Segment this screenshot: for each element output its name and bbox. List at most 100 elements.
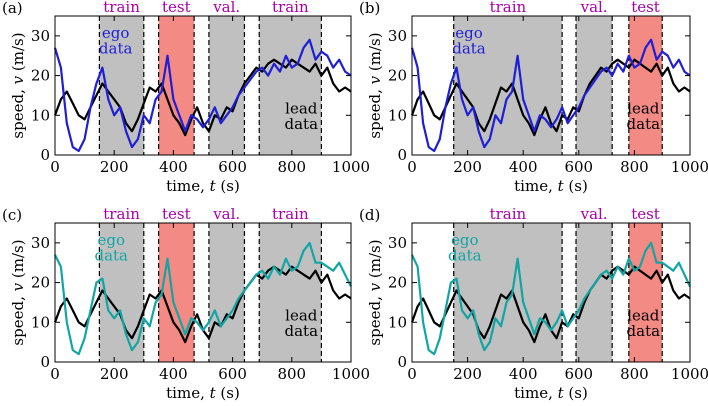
- x-tick-label: 600: [218, 158, 247, 176]
- x-tick-label: 200: [100, 365, 129, 383]
- region-band-train: [99, 223, 144, 362]
- region-band-val: [208, 16, 245, 155]
- y-tick-label: 30: [388, 234, 407, 252]
- region-band-test: [628, 16, 663, 155]
- y-tick-label: 0: [40, 146, 50, 164]
- x-tick-label: 800: [277, 365, 306, 383]
- y-tick-label: 20: [31, 67, 50, 85]
- region-label-train: train: [103, 0, 140, 16]
- panel-label: (d): [359, 206, 380, 224]
- x-tick-label: 200: [100, 158, 129, 176]
- ego-speed-line: [411, 241, 691, 356]
- lead-data-annotation: lead: [627, 306, 660, 324]
- region-label-train: train: [490, 0, 527, 16]
- x-tick-label: 0: [407, 158, 417, 176]
- ego-data-annotation: data: [99, 40, 133, 58]
- x-axis-title: time, t (s): [166, 384, 240, 402]
- region-band-test: [158, 223, 195, 362]
- x-axis-title: time, t (s): [514, 384, 588, 402]
- region-band-train: [259, 16, 322, 155]
- region-band-train: [453, 223, 563, 362]
- lead-data-annotation: data: [285, 115, 319, 133]
- x-axis-title: time, t (s): [514, 177, 588, 195]
- x-tick-label: 800: [620, 365, 649, 383]
- x-tick-label: 0: [50, 365, 60, 383]
- x-tick-label: 1000: [671, 365, 708, 383]
- region-label-test: test: [631, 205, 660, 223]
- y-axis-title: speed, v (m/s): [366, 239, 384, 345]
- lead-data-annotation: lead: [627, 99, 660, 117]
- lead-data-annotation: data: [285, 322, 319, 340]
- lead-data-annotation: lead: [285, 99, 318, 117]
- ego-data-annotation: data: [452, 40, 486, 58]
- plot-frame: [54, 15, 352, 156]
- ego-data-annotation: ego: [102, 24, 130, 42]
- lead-speed-line: [410, 58, 691, 137]
- region-band-test: [158, 16, 195, 155]
- x-tick-label: 1000: [332, 365, 370, 383]
- region-label-train: train: [103, 205, 140, 223]
- region-band-val: [576, 16, 613, 155]
- ego-speed-line: [54, 241, 352, 356]
- x-tick-label: 400: [159, 158, 188, 176]
- region-label-val: val.: [212, 0, 240, 16]
- y-tick-label: 30: [388, 27, 407, 45]
- x-tick-label: 600: [218, 365, 247, 383]
- x-tick-label: 400: [509, 365, 538, 383]
- ego-speed-line: [53, 38, 352, 153]
- region-label-train: train: [272, 205, 309, 223]
- y-tick-label: 0: [397, 146, 407, 164]
- y-tick-label: 10: [31, 106, 50, 124]
- plot-frame: [54, 222, 352, 363]
- ego-data-annotation: ego: [451, 231, 479, 249]
- y-axis-title: speed, v (m/s): [9, 32, 27, 138]
- x-tick-label: 200: [453, 158, 482, 176]
- y-tick-label: 10: [31, 313, 50, 331]
- x-tick-label: 0: [407, 365, 417, 383]
- x-tick-label: 400: [159, 365, 188, 383]
- x-tick-label: 400: [509, 158, 538, 176]
- region-band-train: [453, 16, 563, 155]
- plot-frame: [411, 222, 691, 363]
- panel-label: (a): [2, 0, 23, 17]
- x-tick-label: 1000: [671, 158, 708, 176]
- lead-data-annotation: data: [627, 322, 661, 340]
- region-band-test: [628, 223, 663, 362]
- lead-speed-line: [53, 58, 352, 137]
- y-tick-label: 20: [388, 67, 407, 85]
- region-label-test: test: [631, 0, 660, 16]
- region-label-train: train: [272, 0, 309, 16]
- region-label-val: val.: [580, 205, 608, 223]
- y-tick-label: 20: [388, 274, 407, 292]
- ego-speed-line: [410, 38, 691, 153]
- y-tick-label: 20: [31, 274, 50, 292]
- panel-label: (c): [2, 206, 22, 224]
- ego-data-annotation: data: [448, 247, 482, 265]
- ego-data-annotation: ego: [455, 24, 483, 42]
- x-tick-label: 800: [620, 158, 649, 176]
- plot-frame: [411, 15, 691, 156]
- y-tick-label: 10: [388, 313, 407, 331]
- y-tick-label: 30: [31, 234, 50, 252]
- x-tick-label: 1000: [332, 158, 370, 176]
- x-tick-label: 600: [564, 158, 593, 176]
- panel-label: (b): [359, 0, 380, 17]
- region-label-test: test: [162, 205, 191, 223]
- region-band-train: [259, 223, 322, 362]
- y-tick-label: 0: [40, 353, 50, 371]
- x-tick-label: 600: [564, 365, 593, 383]
- y-tick-label: 30: [31, 27, 50, 45]
- y-tick-label: 10: [388, 106, 407, 124]
- lead-data-annotation: lead: [285, 306, 318, 324]
- ego-data-annotation: ego: [97, 231, 125, 249]
- lead-data-annotation: data: [627, 115, 661, 133]
- y-axis-title: speed, v (m/s): [9, 239, 27, 345]
- region-band-val: [208, 223, 245, 362]
- region-label-val: val.: [212, 205, 240, 223]
- y-axis-title: speed, v (m/s): [366, 32, 384, 138]
